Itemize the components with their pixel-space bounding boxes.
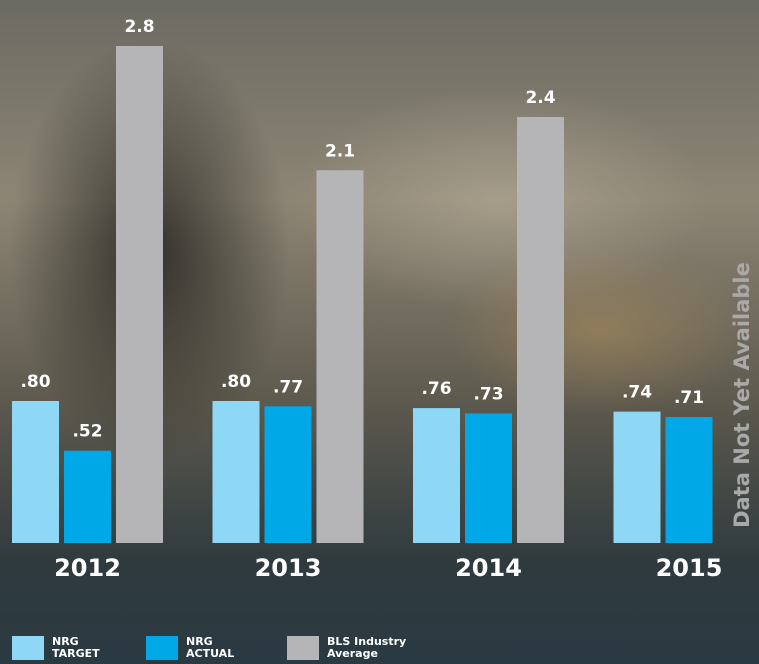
x-tick-label: 2012 [54,554,121,582]
bar [517,117,564,543]
x-tick-label: 2013 [255,554,322,582]
legend-swatch [146,636,178,660]
bar [64,450,111,543]
value-label: 2.1 [325,141,355,161]
value-label: 2.4 [525,88,555,108]
legend-swatch [287,636,319,660]
legend-item: NRG TARGET [12,636,112,660]
value-label: .71 [674,388,704,408]
legend-swatch [12,636,44,660]
x-tick-label: 2015 [656,554,723,582]
legend-label: NRG TARGET [52,635,100,660]
bar [665,416,713,543]
bar [264,406,312,543]
bar [613,411,661,543]
bar [316,170,364,543]
bar [12,401,59,543]
value-label: .80 [20,372,50,392]
bar [465,413,512,543]
value-label: .73 [473,384,503,404]
value-label: .77 [273,377,303,397]
value-label: .52 [72,422,102,442]
value-label: .80 [221,372,251,392]
value-label: 2.8 [124,17,154,37]
legend-item: BLS Industry Average [287,636,427,660]
legend-label: BLS Industry Average [327,635,407,660]
bar [413,408,460,543]
legend-item: NRG ACTUAL [146,636,246,660]
x-tick-label: 2014 [455,554,522,582]
value-label: .74 [622,383,652,403]
bar [212,401,260,543]
bar [116,46,163,543]
legend-label: NRG ACTUAL [186,635,235,660]
annotation: Data Not Yet Available [730,262,754,528]
value-label: .76 [421,379,451,399]
